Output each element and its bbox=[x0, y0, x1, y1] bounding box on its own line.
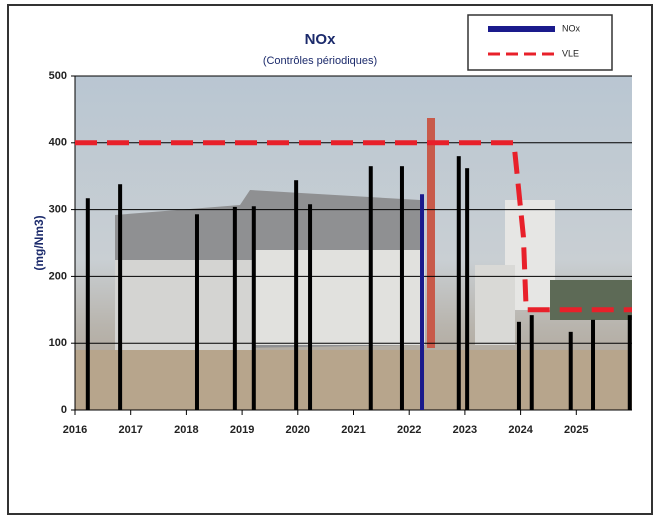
bar bbox=[568, 331, 573, 410]
bar bbox=[194, 214, 199, 410]
bar bbox=[529, 315, 534, 410]
bar bbox=[85, 198, 90, 410]
y-tick-label: 500 bbox=[49, 70, 67, 82]
x-tick-label: 2023 bbox=[453, 424, 477, 436]
bar bbox=[591, 319, 596, 410]
x-tick-label: 2024 bbox=[508, 424, 533, 436]
legend-label: NOx bbox=[562, 23, 581, 33]
y-tick-label: 0 bbox=[61, 404, 67, 416]
x-tick-label: 2016 bbox=[63, 424, 87, 436]
bar bbox=[465, 168, 470, 410]
x-tick-label: 2022 bbox=[397, 424, 421, 436]
bar bbox=[308, 204, 313, 410]
legend-box bbox=[467, 14, 613, 71]
bar bbox=[399, 166, 404, 410]
x-tick-label: 2019 bbox=[230, 424, 254, 436]
y-tick-label: 300 bbox=[49, 204, 67, 216]
bar bbox=[294, 180, 299, 410]
y-tick-label: 400 bbox=[49, 137, 67, 149]
bar bbox=[251, 206, 256, 410]
legend-label: VLE bbox=[562, 48, 579, 58]
bar bbox=[516, 321, 521, 410]
bar bbox=[232, 206, 237, 410]
x-tick-label: 2025 bbox=[564, 424, 588, 436]
y-axis-label: (mg/Nm3) bbox=[32, 215, 46, 270]
bar bbox=[118, 184, 123, 410]
bar bbox=[420, 194, 425, 410]
y-tick-label: 100 bbox=[49, 337, 67, 349]
chart-title: NOx bbox=[305, 31, 337, 48]
chart-subtitle: (Contrôles périodiques) bbox=[263, 55, 377, 67]
x-tick-label: 2021 bbox=[341, 424, 365, 436]
bar bbox=[368, 166, 373, 410]
background-photo bbox=[75, 76, 632, 410]
bar bbox=[456, 156, 461, 410]
x-tick-label: 2017 bbox=[118, 424, 142, 436]
legend-swatch bbox=[488, 26, 555, 32]
line bbox=[75, 140, 632, 313]
bar bbox=[627, 315, 632, 410]
y-tick-label: 200 bbox=[49, 270, 67, 282]
x-tick-label: 2018 bbox=[174, 424, 198, 436]
legend: NOx VLE bbox=[467, 14, 613, 71]
x-tick-label: 2020 bbox=[286, 424, 310, 436]
